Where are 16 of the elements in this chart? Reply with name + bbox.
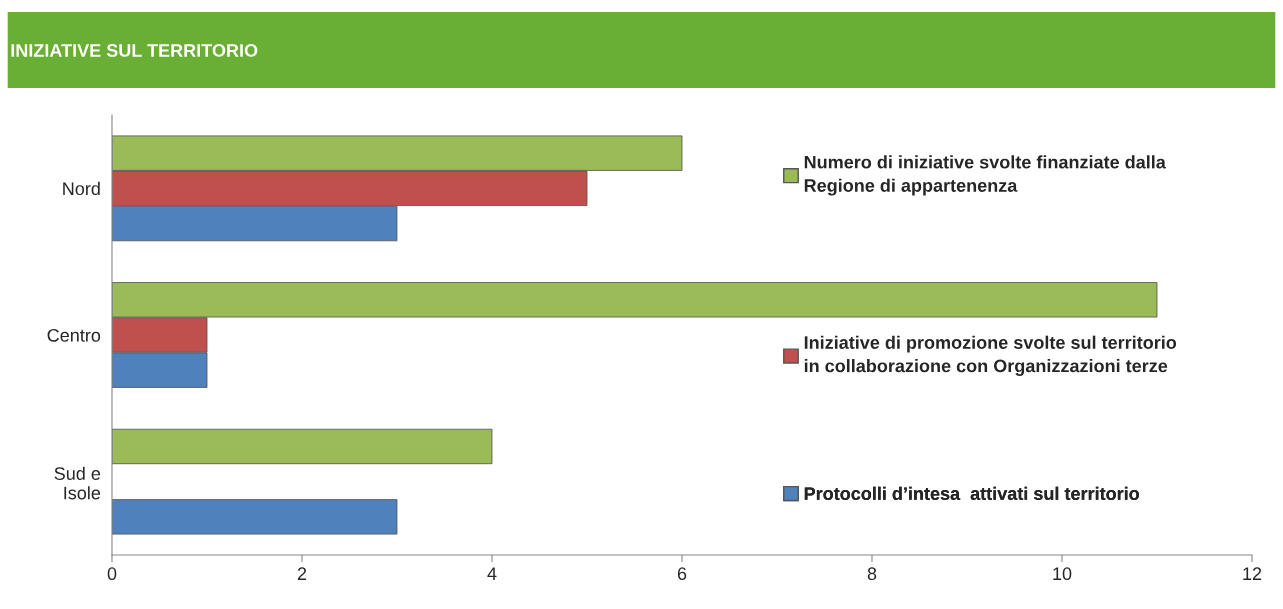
- legend-label: Protocolli d’intesa attivati sul territorio: [804, 486, 1139, 500]
- y-tick-label: Centro: [47, 328, 101, 342]
- x-tick-label: 12: [1243, 567, 1262, 580]
- bar: [112, 428, 493, 465]
- chart-title: INIZIATIVE SUL TERRITORIO: [11, 44, 258, 57]
- y-tick-label: Sud e Isole: [54, 466, 101, 500]
- legend-label: Numero di iniziative svolte finanziate dalla Regione di appartenenza: [804, 155, 1166, 196]
- x-tick-label: 0: [107, 567, 117, 581]
- x-tick-label: 6: [677, 567, 687, 581]
- legend-label: Iniziative di promozione svolte sul territorio in collaborazione con Organizzazioni terze: [804, 335, 1177, 376]
- x-tick-label: 4: [487, 567, 497, 580]
- x-tick-label: 10: [1053, 567, 1072, 581]
- x-tick-label: 8: [867, 567, 877, 581]
- y-tick-label: Nord: [63, 181, 100, 196]
- x-tick-label: 2: [297, 567, 307, 580]
- bar: [112, 499, 398, 535]
